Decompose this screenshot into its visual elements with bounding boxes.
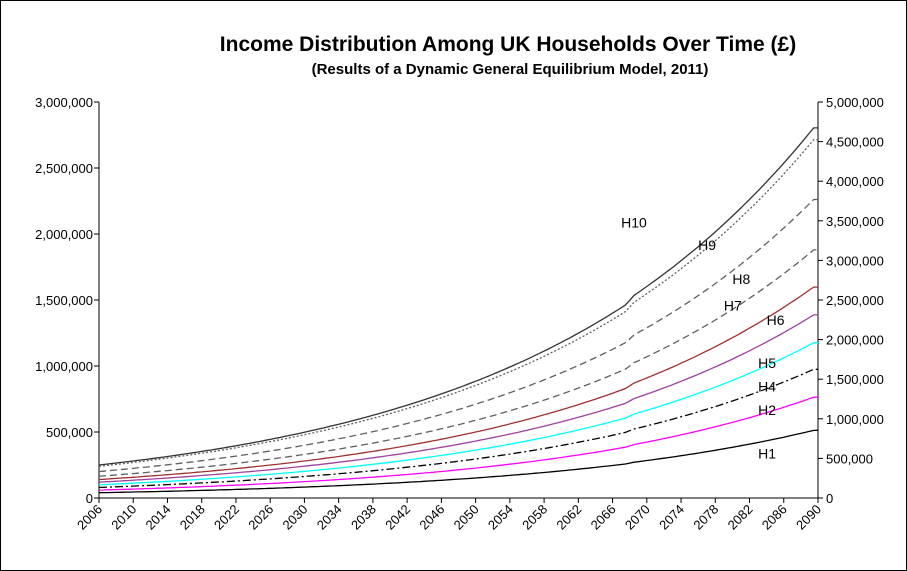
series-label-h9: H9: [698, 237, 716, 253]
left-tick-label: 2,500,000: [35, 161, 93, 176]
right-tick-label: 3,000,000: [826, 253, 884, 268]
x-tick-label: 2030: [279, 502, 310, 533]
series-labels: H1 H2 H4 H5 H6 H7 H8 H9 H10: [621, 214, 785, 461]
series-label-h6: H6: [767, 312, 785, 328]
right-tick-label: 3,500,000: [826, 214, 884, 229]
series-label-h1: H1: [758, 445, 776, 461]
series-line-h7: [98, 286, 818, 481]
right-tick-label: 4,500,000: [826, 135, 884, 150]
series-line-h2: [98, 396, 818, 491]
series-layer: [98, 127, 819, 494]
x-tick-label: 2022: [211, 502, 242, 533]
left-tick-label: 2,000,000: [35, 227, 93, 242]
x-tick-label: 2042: [382, 502, 413, 533]
series-label-h8: H8: [732, 271, 750, 287]
left-tick-label: 0: [86, 491, 93, 506]
x-tick-label: 2082: [725, 502, 756, 533]
axes: 0 500,000 1,000,000 1,500,000 2,000,000 2,500…: [35, 95, 884, 533]
left-tick-label: 3,000,000: [35, 95, 93, 110]
left-tick-label: 500,000: [46, 425, 93, 440]
x-tick-label: 2010: [108, 502, 139, 533]
right-tick-label: 2,000,000: [826, 333, 884, 348]
chart-title: Income Distribution Among UK Households …: [220, 33, 796, 56]
x-tick-label: 2050: [451, 502, 482, 533]
right-tick-label: 1,500,000: [826, 372, 884, 387]
series-line-h9: [98, 198, 818, 473]
series-line-h10: [98, 127, 818, 466]
series-label-h7: H7: [724, 298, 742, 314]
left-tick-label: 1,500,000: [35, 293, 93, 308]
x-tick-label: 2086: [759, 502, 790, 533]
series-line-h6: [98, 314, 818, 483]
x-tick-label: 2018: [177, 502, 208, 533]
x-tick-label: 2046: [416, 502, 447, 533]
x-tick-label: 2074: [656, 502, 687, 533]
x-tick-label: 2034: [314, 502, 345, 533]
left-tick-label: 1,000,000: [35, 359, 93, 374]
series-label-h4: H4: [758, 379, 776, 395]
series-line-h4: [98, 368, 818, 489]
right-tick-label: 2,500,000: [826, 293, 884, 308]
right-tick-label: 1,000,000: [826, 412, 884, 427]
series-label-h10: H10: [621, 214, 647, 230]
series-line-h8: [98, 249, 818, 477]
x-tick-label: 2014: [143, 502, 174, 533]
right-tick-label: 0: [826, 491, 833, 506]
series-line-h5: [98, 342, 818, 486]
x-tick-label: 2070: [622, 502, 653, 533]
series-label-h5: H5: [758, 355, 776, 371]
series-line-h10: [98, 139, 818, 467]
x-tick-label: 2054: [485, 502, 516, 533]
right-tick-label: 500,000: [826, 451, 873, 466]
x-tick-label: 2058: [519, 502, 550, 533]
right-tick-label: 4,000,000: [826, 174, 884, 189]
x-tick-label: 2026: [245, 502, 276, 533]
x-tick-label: 2078: [690, 502, 721, 533]
x-tick-label: 2038: [348, 502, 379, 533]
x-tick-label: 2062: [553, 502, 584, 533]
series-line-h1: [98, 429, 819, 494]
x-tick-label: 2006: [74, 502, 105, 533]
x-tick-label: 2090: [793, 502, 824, 533]
x-tick-label: 2066: [588, 502, 619, 533]
chart-subtitle: (Results of a Dynamic General Equilibriu…: [312, 61, 709, 78]
series-label-h2: H2: [758, 402, 776, 418]
right-tick-label: 5,000,000: [826, 95, 884, 110]
